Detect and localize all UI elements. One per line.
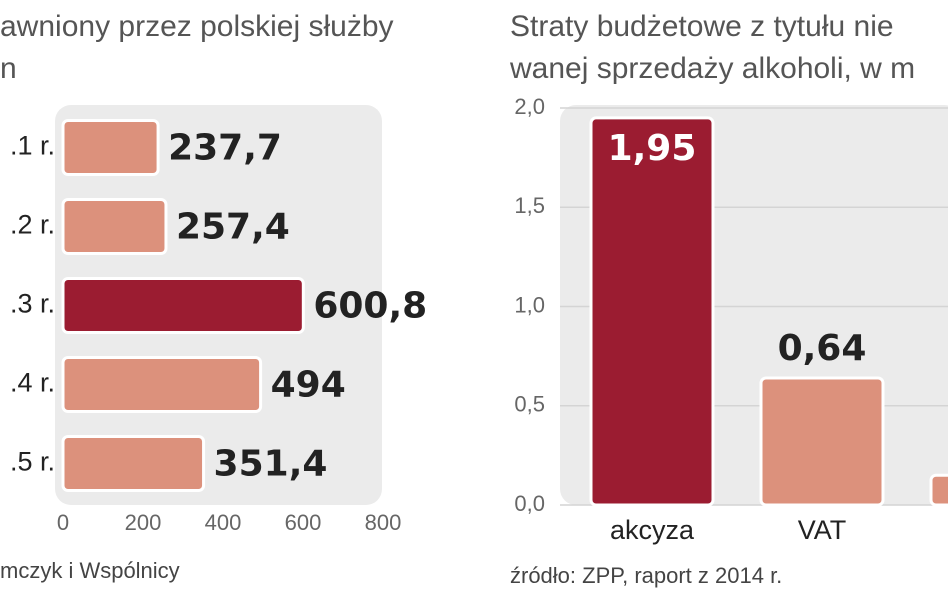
- y-tick-label: 2,0: [514, 94, 545, 119]
- value-label: 600,8: [313, 286, 427, 327]
- bar: [61, 277, 305, 334]
- value-label: 1,95: [608, 128, 697, 169]
- y-tick-label: 1,5: [514, 193, 545, 218]
- bar: [589, 116, 715, 507]
- chart-title: Straty budżetowe z tytułu nie: [510, 10, 894, 43]
- value-label: 351,4: [214, 444, 328, 485]
- value-label: 257,4: [176, 207, 290, 248]
- category-label: VAT: [798, 515, 847, 545]
- category-label: .3 r.: [10, 289, 55, 319]
- source: mczyk i Wspólnicy: [0, 558, 180, 583]
- category-label: .5 r.: [10, 447, 55, 477]
- x-tick-label: 200: [125, 510, 162, 535]
- y-tick-label: 0,0: [514, 491, 545, 516]
- y-tick-label: 0,5: [514, 392, 545, 417]
- source: źródło: ZPP, raport z 2014 r.: [510, 563, 782, 588]
- category-label: .2 r.: [10, 210, 55, 240]
- value-label: 237,7: [168, 128, 282, 169]
- category-label: .4 r.: [10, 368, 55, 398]
- x-tick-label: 0: [57, 510, 69, 535]
- bar: [759, 376, 885, 507]
- chart-title: n: [0, 52, 17, 85]
- x-tick-label: 600: [285, 510, 322, 535]
- chart-title: wanej sprzedaży alkoholi, w m: [509, 52, 915, 85]
- bar: [61, 435, 206, 492]
- value-label: 494: [271, 365, 346, 406]
- y-tick-label: 1,0: [514, 292, 545, 317]
- chart-title: awniony przez polskiej służby: [0, 10, 394, 43]
- bar: [61, 119, 160, 176]
- bar: [929, 473, 948, 507]
- x-tick-label: 800: [365, 510, 402, 535]
- category-label: .1 r.: [10, 131, 55, 161]
- category-label: akcyza: [610, 515, 695, 545]
- bar: [61, 356, 263, 413]
- bar: [61, 198, 168, 255]
- x-tick-label: 400: [205, 510, 242, 535]
- value-label: 0,64: [778, 328, 867, 369]
